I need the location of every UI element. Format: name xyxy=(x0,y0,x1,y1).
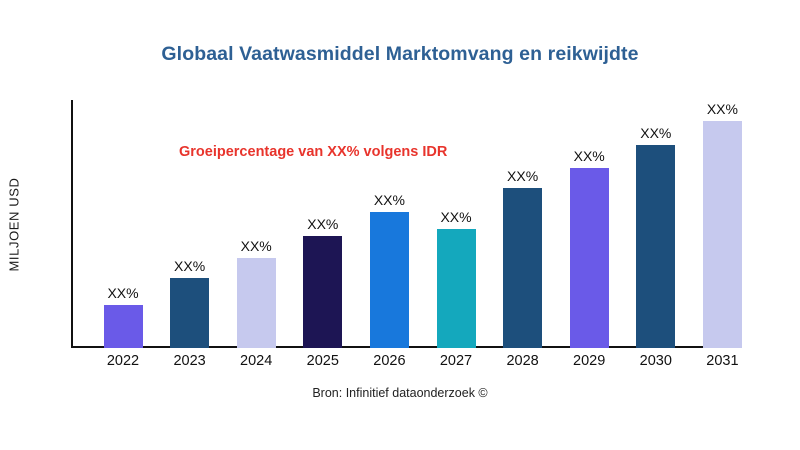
x-axis-tick-labels: 2022 2023 2024 2025 2026 2027 2028 2029 2030 2031 xyxy=(71,353,800,375)
bar-value-label: XX% xyxy=(507,168,539,184)
growth-rate-annotation: Groeipercentage van XX% volgens IDR xyxy=(179,144,448,160)
bar-series: XX% XX% XX% XX% XX% XX% XX% XX% XX% XX% xyxy=(71,100,800,348)
bar-value-label: XX% xyxy=(573,148,605,164)
bar-group[interactable]: XX% xyxy=(569,100,609,348)
bar[interactable] xyxy=(503,188,543,348)
bar-group[interactable]: XX% xyxy=(103,100,143,348)
bar-group[interactable]: XX% xyxy=(436,100,476,348)
bar-group[interactable]: XX% xyxy=(702,100,742,348)
bar-group[interactable]: XX% xyxy=(303,100,343,348)
bar-value-label: XX% xyxy=(440,209,472,225)
bar[interactable] xyxy=(369,212,409,348)
bar[interactable] xyxy=(236,258,276,348)
bar-group[interactable]: XX% xyxy=(369,100,409,348)
bar[interactable] xyxy=(569,168,609,348)
bar-group[interactable]: XX% xyxy=(170,100,210,348)
bar[interactable] xyxy=(303,236,343,348)
x-tick-label: 2023 xyxy=(173,353,206,369)
plot-area: Groeipercentage van XX% volgens IDR XX% X… xyxy=(71,100,742,348)
x-tick-label: 2022 xyxy=(106,353,140,369)
y-axis-title-label: MILJOEN USD xyxy=(6,176,22,272)
bar-group[interactable]: XX% xyxy=(503,100,543,348)
bar[interactable] xyxy=(103,305,143,348)
bar-value-label: XX% xyxy=(373,192,405,208)
x-tick-label: 2025 xyxy=(306,353,339,369)
source-note: Bron: Infinitief dataonderzoek © xyxy=(312,386,488,400)
x-tick-label: 2031 xyxy=(706,353,739,369)
bar[interactable] xyxy=(702,121,742,348)
bar-group[interactable]: XX% xyxy=(236,100,276,348)
x-tick-label: 2027 xyxy=(439,353,473,369)
bar-value-label: XX% xyxy=(107,285,139,301)
bar-value-label: XX% xyxy=(640,125,672,141)
x-tick-label: 2030 xyxy=(639,353,672,369)
bar-value-label: XX% xyxy=(307,216,339,232)
bar-group[interactable]: XX% xyxy=(636,100,676,348)
bar[interactable] xyxy=(636,145,676,348)
bar-value-label: XX% xyxy=(240,238,272,254)
bar-value-label: XX% xyxy=(174,258,206,274)
x-tick-label: 2028 xyxy=(506,353,539,369)
y-axis-line xyxy=(71,100,73,348)
bar[interactable] xyxy=(170,278,210,348)
bar[interactable] xyxy=(436,229,476,348)
page-title: Globaal Vaatwasmiddel Marktomvang en rei… xyxy=(161,43,639,65)
x-tick-label: 2029 xyxy=(573,353,606,369)
x-tick-label: 2026 xyxy=(373,353,406,369)
x-tick-label: 2024 xyxy=(240,353,273,369)
bar-value-label: XX% xyxy=(706,101,738,117)
